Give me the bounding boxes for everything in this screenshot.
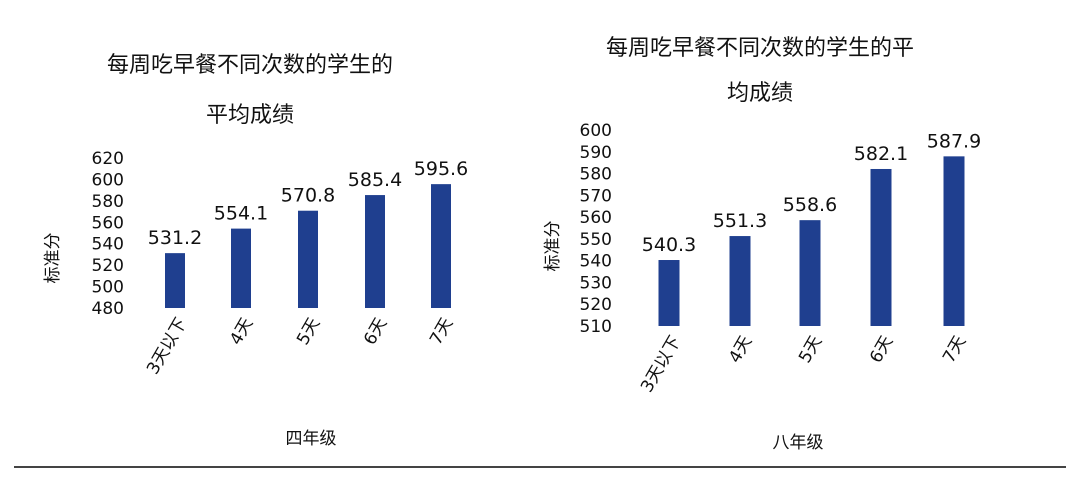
chart-title-line-1: 每周吃早餐不同次数的学生的 <box>107 53 393 78</box>
category-label: 3天以下 <box>637 333 685 397</box>
y-tick-label: 530 <box>580 273 612 293</box>
category-label: 4天 <box>226 315 257 349</box>
chart-grade4: 每周吃早餐不同次数的学生的 平均成绩 标准分 四年级 4805005205405… <box>43 53 468 449</box>
data-label: 595.6 <box>414 158 468 180</box>
bar <box>943 156 965 326</box>
y-tick-label: 500 <box>92 278 124 298</box>
bottom-divider <box>14 466 1066 468</box>
data-label: 585.4 <box>348 169 402 191</box>
y-tick-label: 590 <box>580 143 612 163</box>
y-tick-label: 540 <box>580 252 612 272</box>
data-label: 554.1 <box>214 203 268 225</box>
bar <box>431 184 451 308</box>
category-label: 7天 <box>939 333 970 367</box>
y-tick-label: 550 <box>580 230 612 250</box>
category-label: 4天 <box>725 333 756 367</box>
y-axis-label: 标准分 <box>543 221 563 272</box>
category-labels: 3天以下 4天 5天 6天 7天 <box>143 315 457 379</box>
y-tick-label: 540 <box>92 235 124 255</box>
chart-title-line-2: 平均成绩 <box>206 103 294 128</box>
bar <box>231 228 251 308</box>
category-labels: 3天以下 4天 5天 6天 7天 <box>637 333 970 397</box>
data-label: 582.1 <box>854 143 908 165</box>
bar <box>365 195 385 308</box>
data-label: 551.3 <box>713 210 767 232</box>
data-label: 531.2 <box>148 227 202 249</box>
bars <box>658 156 965 326</box>
data-label: 570.8 <box>281 185 335 207</box>
data-labels: 531.2 554.1 570.8 585.4 595.6 <box>148 158 468 249</box>
chart-grade8: 每周吃早餐不同次数的学生的平 均成绩 标准分 八年级 5105205305405… <box>543 36 981 453</box>
category-label: 6天 <box>866 333 897 367</box>
x-axis-label: 四年级 <box>286 429 337 449</box>
y-tick-label: 560 <box>92 213 124 233</box>
y-tick-label: 620 <box>92 149 124 169</box>
y-tick-label: 600 <box>580 121 612 141</box>
data-label: 558.6 <box>783 194 837 216</box>
y-tick-label: 570 <box>580 186 612 206</box>
y-tick-label: 580 <box>580 165 612 185</box>
chart-title-line-2: 均成绩 <box>727 81 793 106</box>
y-tick-label: 480 <box>92 299 124 319</box>
chart-title-line-1: 每周吃早餐不同次数的学生的平 <box>606 36 914 61</box>
category-label: 5天 <box>795 333 826 367</box>
bar <box>729 236 751 326</box>
bar <box>870 168 892 326</box>
x-axis-label: 八年级 <box>773 433 824 453</box>
data-labels: 540.3 551.3 558.6 582.1 587.9 <box>642 130 981 256</box>
bar <box>165 253 185 308</box>
category-label: 7天 <box>426 315 457 349</box>
y-tick-label: 600 <box>92 170 124 190</box>
bar <box>658 260 680 326</box>
y-axis-label: 标准分 <box>43 233 63 284</box>
bar <box>799 220 821 326</box>
y-tick-label: 520 <box>92 256 124 276</box>
y-tick-label: 510 <box>580 317 612 337</box>
category-label: 6天 <box>360 315 391 349</box>
bar <box>298 210 318 308</box>
category-label: 5天 <box>293 315 324 349</box>
category-label: 3天以下 <box>143 315 191 379</box>
y-tick-label: 580 <box>92 192 124 212</box>
y-tick-label: 520 <box>580 295 612 315</box>
data-label: 540.3 <box>642 234 696 256</box>
data-label: 587.9 <box>927 130 981 152</box>
bars <box>165 184 451 308</box>
y-tick-label: 560 <box>580 208 612 228</box>
